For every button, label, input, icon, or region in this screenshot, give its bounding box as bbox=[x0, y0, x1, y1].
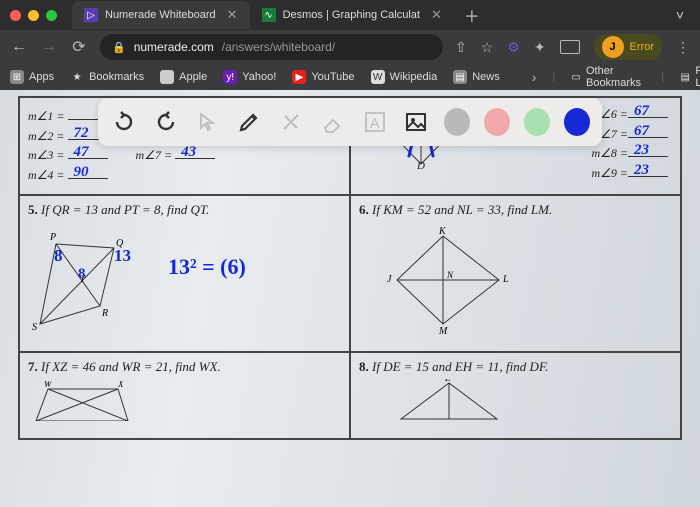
pen-tool[interactable] bbox=[235, 107, 263, 137]
bm-bookmarks[interactable]: ★Bookmarks bbox=[70, 70, 144, 84]
svg-text:W: W bbox=[44, 381, 53, 389]
svg-text:N: N bbox=[446, 270, 454, 280]
close-icon[interactable]: ✕ bbox=[227, 7, 238, 23]
tab-numerade[interactable]: ▷ Numerade Whiteboard ✕ bbox=[72, 1, 250, 29]
url-host: numerade.com bbox=[134, 40, 214, 54]
settings-gear-icon[interactable]: ⚙ bbox=[507, 39, 520, 56]
bm-apps[interactable]: ⊞Apps bbox=[10, 70, 54, 84]
pointer-tool[interactable] bbox=[194, 107, 222, 137]
address-bar: ← → ⟳ 🔒 numerade.com/answers/whiteboard/… bbox=[0, 30, 700, 64]
eraser-tool[interactable] bbox=[319, 107, 347, 137]
close-icon[interactable]: ✕ bbox=[431, 7, 442, 23]
hand-8a: 8 bbox=[54, 246, 63, 266]
cast-icon[interactable] bbox=[560, 40, 580, 54]
cell-q5: 5. If QR = 13 and PT = 8, find QT. P Q R… bbox=[19, 195, 350, 352]
image-tool[interactable] bbox=[402, 107, 430, 137]
bm-apple[interactable]: Apple bbox=[160, 70, 207, 84]
reload-button[interactable]: ⟳ bbox=[70, 37, 88, 57]
vertex-d: D bbox=[417, 160, 425, 172]
bm-more[interactable]: › bbox=[532, 69, 537, 85]
titlebar: ▷ Numerade Whiteboard ✕ ∿ Desmos | Graph… bbox=[0, 0, 700, 30]
whiteboard-content[interactable]: m∠1 = m∠2 =72 m∠3 =47 m∠4 =90 m∠5 = m∠6 … bbox=[0, 90, 700, 507]
svg-text:K: K bbox=[438, 226, 447, 237]
worksheet: m∠1 = m∠2 =72 m∠3 =47 m∠4 =90 m∠5 = m∠6 … bbox=[0, 90, 700, 507]
svg-text:R: R bbox=[101, 308, 108, 319]
hand-13: 13 bbox=[114, 246, 131, 266]
bm-yahoo[interactable]: y!Yahoo! bbox=[223, 70, 276, 84]
hand-8b: 8 bbox=[78, 266, 86, 283]
profile-error[interactable]: J Error bbox=[594, 34, 662, 60]
tab-label: Numerade Whiteboard bbox=[105, 9, 216, 21]
window-chevron[interactable]: ˅ bbox=[670, 7, 690, 23]
url-path: /answers/whiteboard/ bbox=[222, 40, 335, 54]
window-max[interactable] bbox=[46, 10, 57, 21]
error-label: Error bbox=[630, 41, 654, 53]
color-green[interactable] bbox=[524, 108, 550, 136]
bm-reading[interactable]: ▤Reading List bbox=[680, 65, 700, 89]
svg-text:J: J bbox=[387, 274, 392, 285]
kite-q5: P Q R S T bbox=[28, 226, 158, 336]
lock-icon: 🔒 bbox=[112, 41, 126, 54]
favicon-desmos: ∿ bbox=[262, 8, 276, 22]
avatar: J bbox=[602, 36, 624, 58]
tab-desmos[interactable]: ∿ Desmos | Graphing Calculat ✕ bbox=[250, 1, 454, 29]
tabs: ▷ Numerade Whiteboard ✕ ∿ Desmos | Graph… bbox=[72, 0, 663, 30]
new-tab-button[interactable]: ＋ bbox=[454, 3, 490, 27]
text-tool[interactable]: A bbox=[361, 107, 389, 137]
svg-text:A: A bbox=[370, 115, 380, 131]
whiteboard-toolbar: A bbox=[98, 98, 602, 146]
svg-text:M: M bbox=[438, 326, 448, 336]
cell-q8: 8. If DE = 15 and EH = 11, find DF. E bbox=[350, 352, 681, 439]
bm-news[interactable]: ▤News bbox=[453, 70, 500, 84]
color-gray[interactable] bbox=[444, 108, 470, 136]
kite-q8: E bbox=[379, 379, 519, 423]
color-pink[interactable] bbox=[484, 108, 510, 136]
forward-button[interactable]: → bbox=[40, 38, 58, 56]
cell-q6: 6. If KM = 52 and NL = 33, find LM. K L … bbox=[350, 195, 681, 352]
cell-q7: 7. If XZ = 46 and WR = 21, find WX. W X bbox=[19, 352, 350, 439]
undo-button[interactable] bbox=[110, 107, 138, 137]
kite-q6: K L M J N bbox=[379, 226, 529, 336]
kite-q7: W X bbox=[28, 381, 148, 421]
bm-other[interactable]: ▭Other Bookmarks bbox=[571, 65, 645, 89]
bm-youtube[interactable]: ▶YouTube bbox=[292, 70, 354, 84]
menu-dots-icon[interactable]: ⋮ bbox=[676, 39, 690, 56]
hand-work: 13² = (6) bbox=[168, 254, 246, 280]
redo-button[interactable] bbox=[152, 107, 180, 137]
window-close[interactable] bbox=[10, 10, 21, 21]
back-button[interactable]: ← bbox=[10, 38, 28, 56]
svg-text:S: S bbox=[32, 322, 37, 333]
bookmark-star-icon[interactable]: ☆ bbox=[481, 39, 494, 56]
tools-icon[interactable] bbox=[277, 107, 305, 137]
color-blue[interactable] bbox=[564, 108, 590, 136]
bookmarks-bar: ⊞Apps ★Bookmarks Apple y!Yahoo! ▶YouTube… bbox=[0, 64, 700, 90]
extensions-icon[interactable]: ✦ bbox=[534, 39, 546, 56]
svg-text:P: P bbox=[49, 232, 56, 243]
tab-label: Desmos | Graphing Calculat bbox=[283, 9, 420, 21]
traffic-lights bbox=[10, 10, 57, 21]
url-box[interactable]: 🔒 numerade.com/answers/whiteboard/ bbox=[100, 34, 443, 60]
svg-text:L: L bbox=[502, 274, 509, 285]
window-min[interactable] bbox=[28, 10, 39, 21]
favicon-numerade: ▷ bbox=[84, 8, 98, 22]
svg-text:X: X bbox=[117, 381, 124, 389]
bm-wikipedia[interactable]: WWikipedia bbox=[371, 70, 438, 84]
share-icon[interactable]: ⇧ bbox=[455, 39, 467, 56]
svg-text:E: E bbox=[444, 379, 451, 383]
